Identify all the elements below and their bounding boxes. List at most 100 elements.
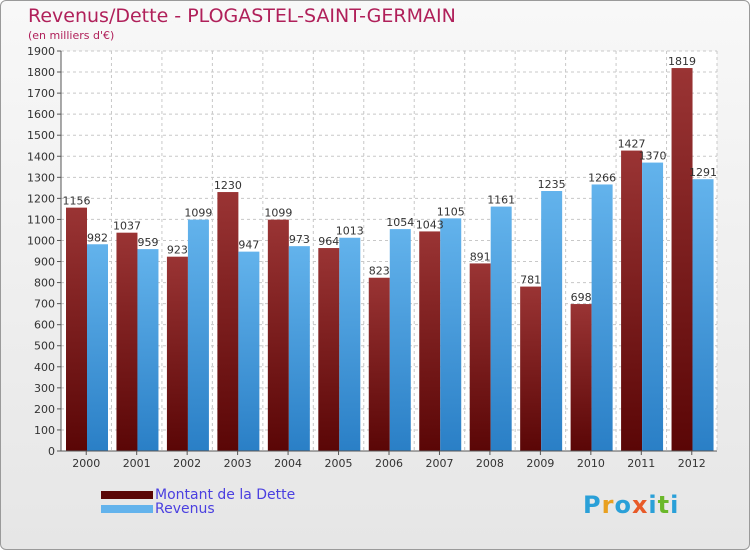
data-label: 1037 <box>113 220 141 233</box>
data-label: 781 <box>520 274 541 287</box>
data-label: 891 <box>470 250 491 263</box>
data-label: 964 <box>318 235 339 248</box>
legend-label-debt: Montant de la Dette <box>155 487 296 503</box>
x-tick-label: 2011 <box>627 457 655 470</box>
bar-revenue <box>490 206 512 451</box>
logo-letter: i <box>670 491 680 519</box>
x-tick-label: 2012 <box>678 457 706 470</box>
y-tick-label: 1900 <box>27 45 55 58</box>
bar-debt <box>267 219 289 451</box>
bar-revenue <box>238 251 260 451</box>
bar-debt <box>368 277 390 451</box>
bar-debt <box>570 304 592 451</box>
y-tick-label: 300 <box>34 382 55 395</box>
x-tick-label: 2009 <box>526 457 554 470</box>
y-tick-label: 0 <box>48 445 55 458</box>
bar-debt <box>520 286 542 451</box>
data-label: 1105 <box>437 205 465 218</box>
data-label: 1291 <box>689 166 717 179</box>
data-label: 1043 <box>416 218 444 231</box>
legend-item-debt: Montant de la Dette <box>101 487 296 503</box>
y-tick-label: 900 <box>34 256 55 269</box>
bar-revenue <box>541 191 563 451</box>
bar-revenue <box>288 246 310 451</box>
bar-revenue <box>692 179 714 452</box>
logo-letter: t <box>657 491 671 519</box>
legend-item-revenue: Revenus <box>101 501 215 517</box>
y-tick-label: 400 <box>34 361 55 374</box>
data-label: 982 <box>87 231 108 244</box>
data-label: 973 <box>289 233 310 246</box>
x-tick-label: 2008 <box>476 457 504 470</box>
y-tick-label: 1600 <box>27 108 55 121</box>
data-label: 1013 <box>336 225 364 238</box>
chart-title: Revenus/Dette - PLOGASTEL-SAINT-GERMAIN <box>28 5 456 27</box>
legend-swatch-debt <box>101 491 153 499</box>
bar-debt <box>66 207 87 451</box>
logo-letter: r <box>601 491 615 519</box>
data-label: 1819 <box>668 55 696 68</box>
bar-debt <box>116 232 138 451</box>
bar-debt <box>166 256 188 451</box>
y-tick-label: 1100 <box>27 213 55 226</box>
data-label: 1156 <box>63 195 91 208</box>
legend-label-revenue: Revenus <box>155 501 215 517</box>
x-tick-label: 2010 <box>577 457 605 470</box>
legend-swatch-revenue <box>101 505 153 513</box>
proxiti-logo: Proxiti <box>583 491 679 519</box>
bar-revenue <box>389 229 411 451</box>
bar-revenue <box>137 249 159 451</box>
data-label: 698 <box>571 291 592 304</box>
logo-letter: o <box>614 491 632 519</box>
bar-revenue <box>440 218 462 451</box>
bar-revenue <box>87 244 108 451</box>
data-label: 1266 <box>588 171 616 184</box>
data-label: 1235 <box>538 178 566 191</box>
logo-letter: i <box>648 491 658 519</box>
data-label: 923 <box>167 244 188 257</box>
bar-debt <box>318 248 340 451</box>
x-tick-label: 2004 <box>274 457 302 470</box>
y-tick-label: 1400 <box>27 150 55 163</box>
bar-revenue <box>339 237 361 451</box>
data-label: 1161 <box>487 194 515 207</box>
x-tick-label: 2000 <box>72 457 100 470</box>
y-tick-label: 1300 <box>27 171 55 184</box>
data-label: 1427 <box>618 138 646 151</box>
x-tick-label: 2006 <box>375 457 403 470</box>
axis-layer: 0 100 200 300 400 500 600 700 800 900 1000 1100 1200… <box>27 45 717 470</box>
data-label: 947 <box>238 239 259 252</box>
bar-debt <box>621 150 643 451</box>
x-tick-label: 2002 <box>173 457 201 470</box>
bar-debt <box>671 68 693 451</box>
x-tick-label: 2005 <box>325 457 353 470</box>
bar-revenue <box>591 184 613 451</box>
data-label: 823 <box>369 265 390 278</box>
data-label: 1230 <box>214 179 242 192</box>
data-label: 1370 <box>639 150 667 163</box>
y-tick-label: 100 <box>34 424 55 437</box>
y-tick-label: 1200 <box>27 192 55 205</box>
logo-letter: P <box>583 491 602 519</box>
y-tick-label: 700 <box>34 298 55 311</box>
logo-letter: x <box>631 491 649 519</box>
data-label: 1054 <box>386 216 414 229</box>
y-tick-label: 1500 <box>27 129 55 142</box>
bar-revenue <box>642 162 664 451</box>
bar-layer <box>66 68 714 452</box>
y-tick-label: 1700 <box>27 87 55 100</box>
bar-debt <box>469 263 491 451</box>
bar-debt <box>419 231 441 451</box>
chart-subtitle: (en milliers d'€) <box>28 29 115 42</box>
bar-revenue <box>187 219 209 451</box>
y-tick-label: 1800 <box>27 66 55 79</box>
y-tick-label: 600 <box>34 319 55 332</box>
data-label: 959 <box>137 236 158 249</box>
y-tick-label: 800 <box>34 277 55 290</box>
x-tick-label: 2003 <box>224 457 252 470</box>
bar-debt <box>217 192 239 452</box>
x-tick-label: 2007 <box>425 457 453 470</box>
x-tick-label: 2001 <box>123 457 151 470</box>
